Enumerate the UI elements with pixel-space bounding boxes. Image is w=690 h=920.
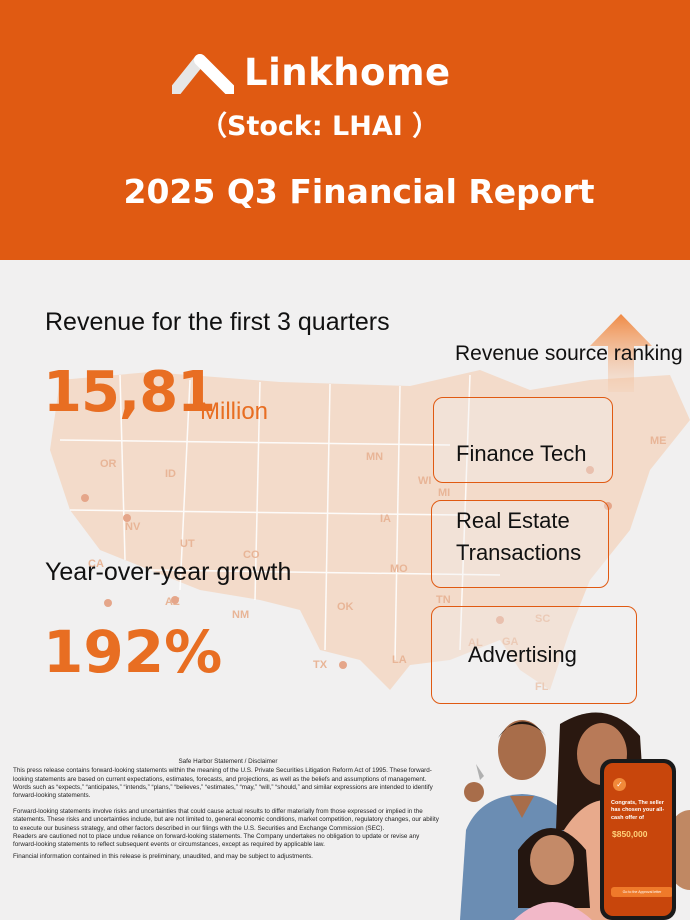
ranking-item-advertising: Advertising [431, 606, 637, 704]
stock-ticker: （Stock: LHAI ） [200, 111, 440, 142]
ranking-item-real-estate: Real Estate Transactions [431, 500, 609, 588]
map-label: CO [243, 549, 260, 561]
map-label: ID [165, 468, 176, 480]
map-label: OR [100, 458, 117, 470]
growth-value: 192% [43, 618, 223, 686]
growth-label: Year-over-year growth [45, 558, 292, 586]
phone-approval-button: Go to the Approval letter [611, 887, 672, 897]
phone-screen: ✓ Congrats, The seller has chosen your a… [604, 763, 672, 916]
map-label: TN [436, 594, 451, 606]
house-roof-icon [172, 54, 234, 94]
ranking-item-label: Real Estate Transactions [456, 508, 582, 565]
disclaimer-paragraph: This press release contains forward-look… [13, 767, 433, 800]
map-label: CA [88, 558, 104, 570]
report-header: Linkhome （Stock: LHAI ） 2025 Q3 Financia… [0, 0, 690, 260]
ranking-title: Revenue source ranking [455, 342, 683, 365]
report-title: 2025 Q3 Financial Report [123, 172, 595, 211]
map-label: MN [366, 451, 383, 463]
phone-offer-amount: $850,000 [612, 829, 648, 839]
map-label: LA [392, 654, 407, 666]
map-label: TX [313, 659, 328, 671]
check-icon: ✓ [613, 778, 626, 791]
map-label: MO [390, 563, 408, 575]
up-arrow-icon [590, 314, 652, 392]
map-label: NM [232, 609, 249, 621]
us-map-illustration: OR ID NV UT CO CA AZ NM TX OK MN IA MO L… [50, 370, 690, 693]
disclaimer-paragraph: Financial information contained in this … [13, 852, 313, 860]
phone-congrats-text: Congrats, The seller has chosen your all… [611, 800, 665, 821]
map-label: WI [418, 475, 431, 487]
map-label: GA [502, 636, 519, 648]
brand-logo: Linkhome [172, 46, 451, 98]
revenue-label: Revenue for the first 3 quarters [45, 308, 390, 336]
ranking-item-finance-tech: Finance Tech [433, 397, 613, 483]
map-label: NV [125, 521, 141, 533]
phone-mockup: ✓ Congrats, The seller has chosen your a… [600, 759, 676, 920]
revenue-value: 15,81 [43, 360, 216, 425]
brand-name: Linkhome [244, 50, 451, 94]
ranking-item-label: Advertising [468, 642, 577, 667]
ranking-item-label: Finance Tech [456, 441, 587, 466]
disclaimer-paragraph: Forward-looking statements involve risks… [13, 807, 439, 832]
disclaimer: Safe Harbor Statement / Disclaimer This … [13, 758, 443, 861]
map-label: UT [180, 538, 195, 550]
map-label: ME [650, 435, 667, 447]
revenue-unit: Million [200, 398, 269, 425]
map-label: IA [380, 513, 391, 525]
map-label: FL [535, 681, 549, 693]
map-label: SC [535, 613, 550, 625]
map-label: AL [468, 637, 483, 649]
disclaimer-paragraph: Readers are cautioned not to place undue… [13, 832, 420, 849]
disclaimer-title: Safe Harbor Statement / Disclaimer [178, 758, 278, 765]
map-label: MI [438, 487, 450, 499]
map-label: OK [337, 601, 354, 613]
